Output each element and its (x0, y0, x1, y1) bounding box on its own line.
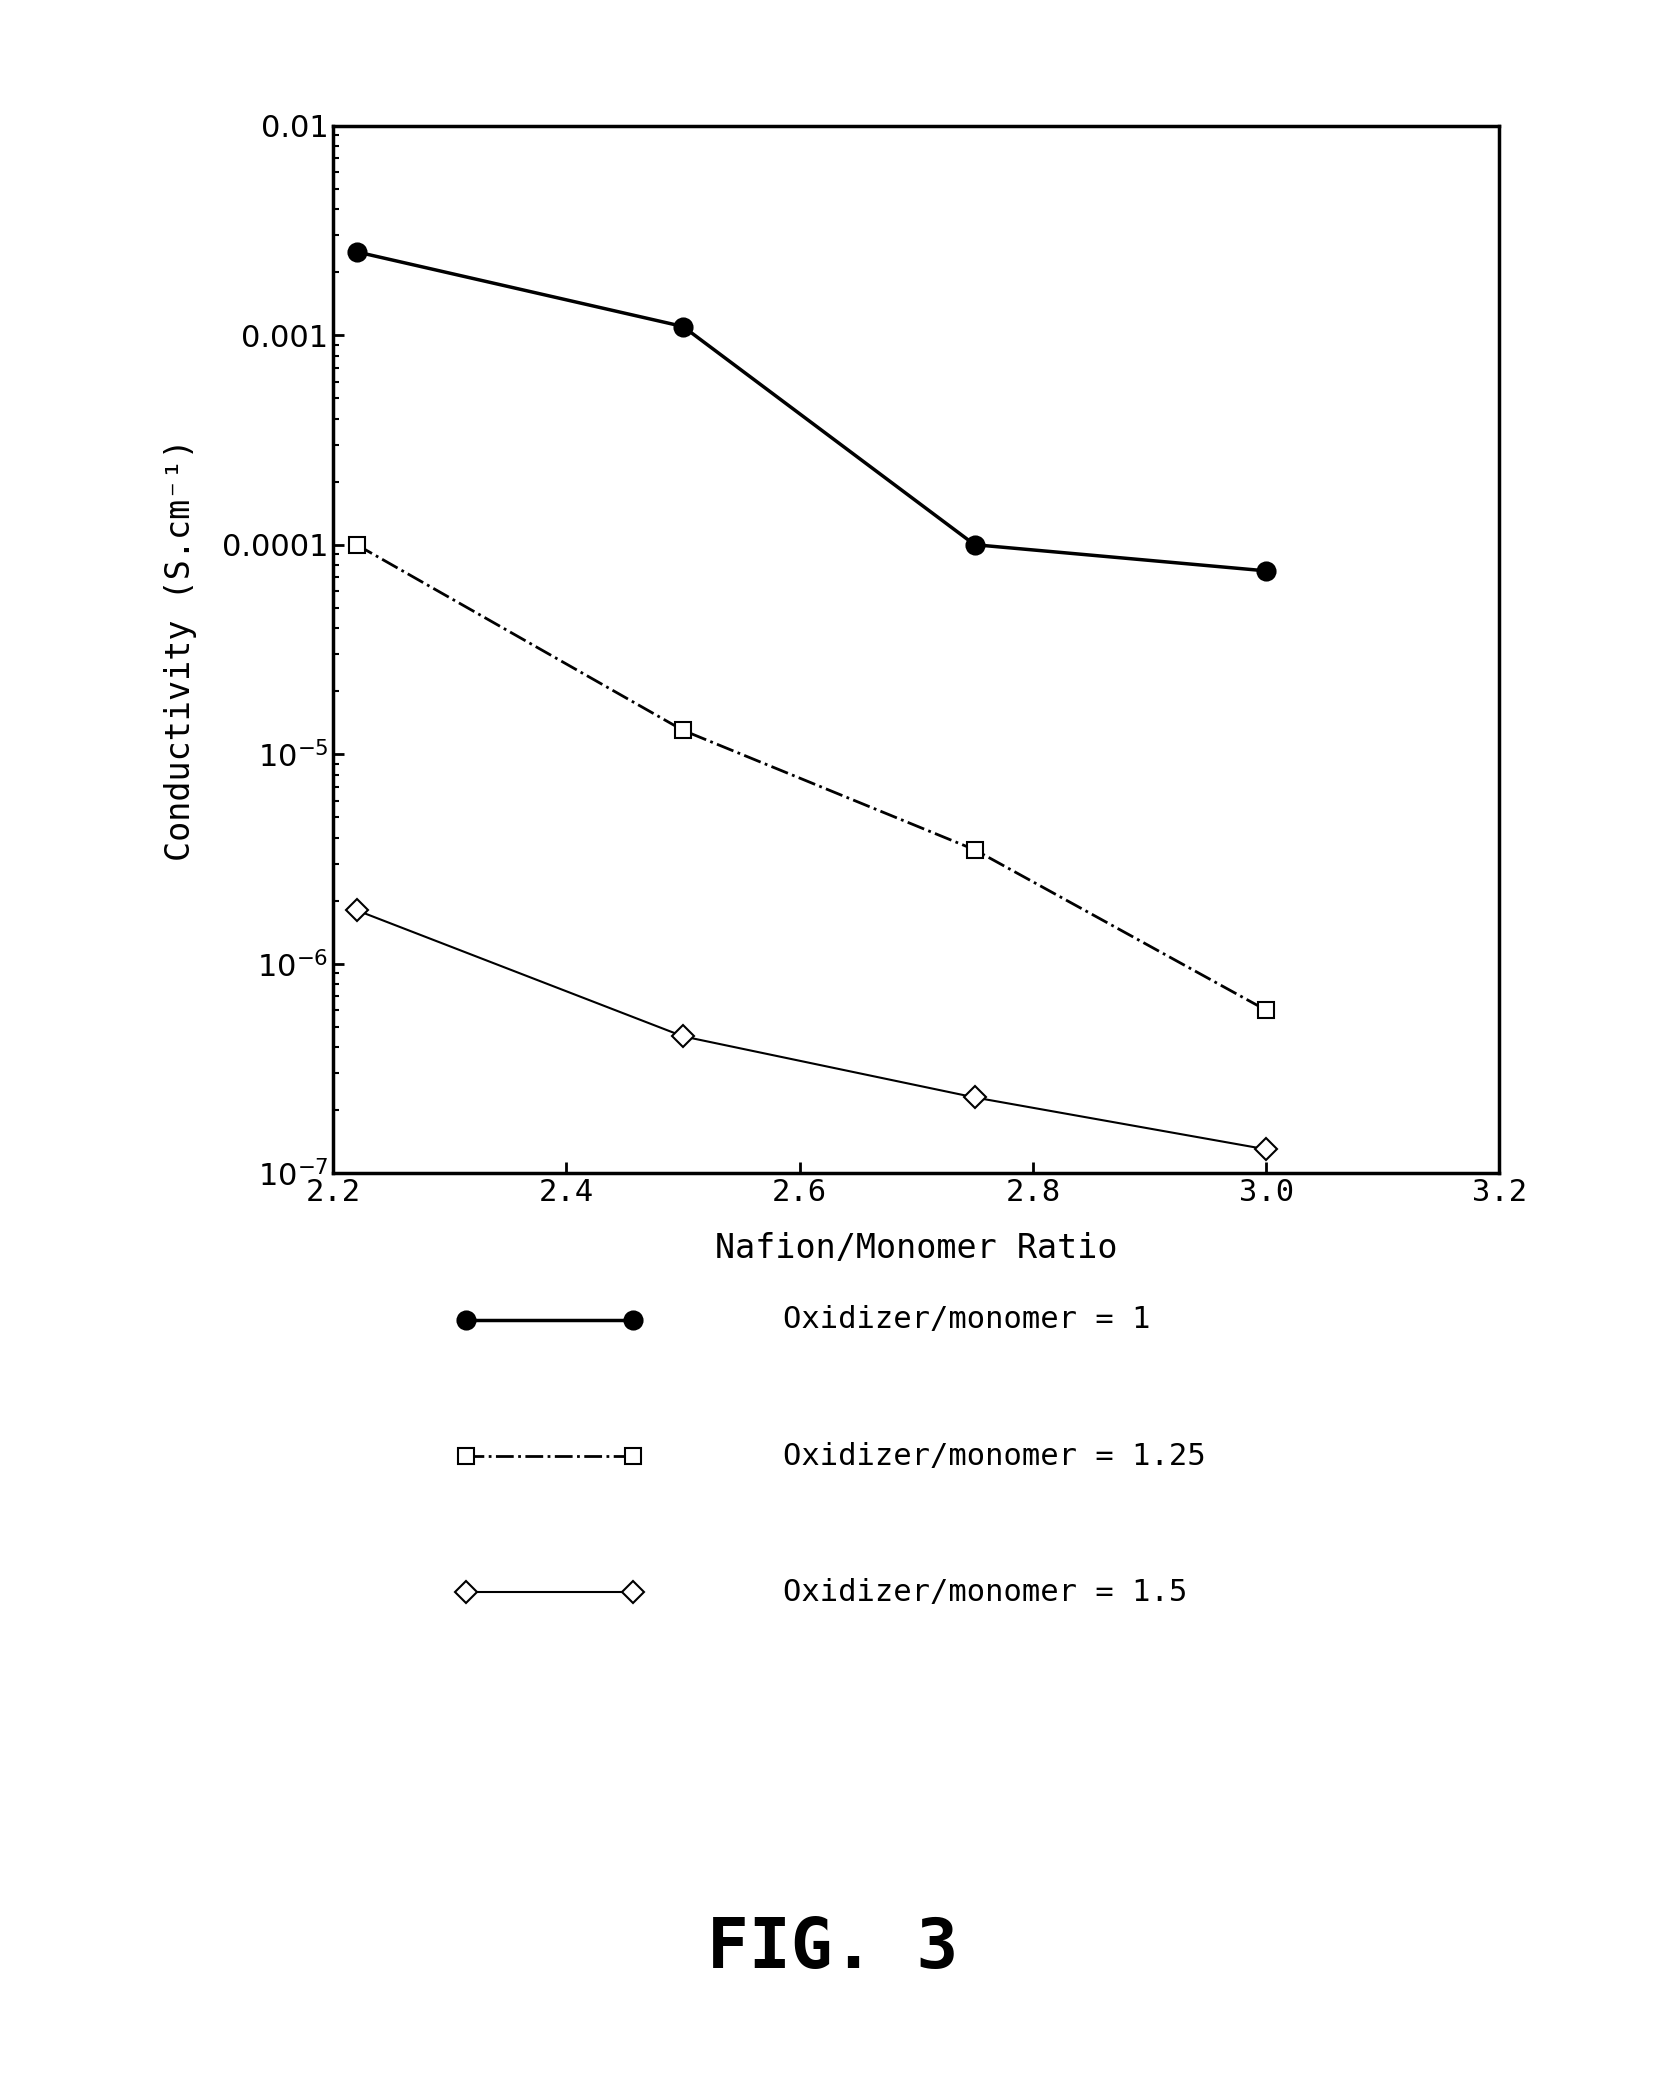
Text: FIG. 3: FIG. 3 (708, 1915, 958, 1982)
X-axis label: Nafion/Monomer Ratio: Nafion/Monomer Ratio (715, 1232, 1118, 1265)
Text: Oxidizer/monomer = 1.25: Oxidizer/monomer = 1.25 (783, 1441, 1206, 1471)
Y-axis label: Conductivity (S.cm⁻¹): Conductivity (S.cm⁻¹) (163, 438, 197, 861)
Text: Oxidizer/monomer = 1.5: Oxidizer/monomer = 1.5 (783, 1578, 1188, 1607)
Text: Oxidizer/monomer = 1: Oxidizer/monomer = 1 (783, 1305, 1151, 1335)
